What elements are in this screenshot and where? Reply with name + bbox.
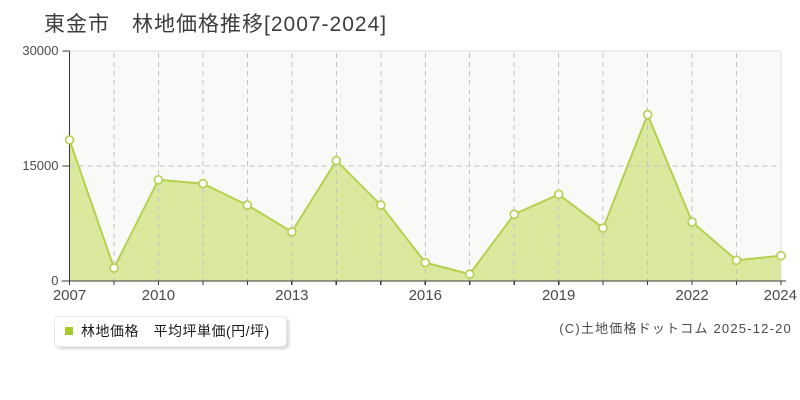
data-point-marker [153, 175, 164, 185]
x-axis-label: 2007 [53, 287, 86, 304]
copyright-note: (C)土地価格ドットコム 2025-12-20 [559, 321, 792, 336]
data-point-marker [286, 227, 297, 237]
y-axis-label: 15000 [22, 158, 58, 173]
data-point-marker [509, 209, 520, 220]
data-point-marker [64, 135, 75, 145]
x-axis-label: 2024 [764, 287, 797, 304]
x-axis-label: 2013 [275, 287, 308, 304]
data-point-marker [375, 200, 386, 210]
legend-label: 林地価格 平均坪単価(円/坪) [81, 323, 270, 339]
x-axis-label: 2010 [142, 287, 175, 304]
legend: 林地価格 平均坪単価(円/坪) [54, 316, 287, 347]
data-point-marker [731, 255, 742, 266]
y-axis-label: 30000 [22, 43, 58, 58]
x-axis-label: 2016 [409, 287, 442, 304]
legend-color-swatch [65, 327, 73, 335]
chart-title: 東金市 林地価格推移[2007-2024] [44, 13, 388, 36]
data-point-marker [198, 178, 208, 189]
data-point-marker [464, 269, 475, 279]
data-point-marker [420, 257, 431, 268]
x-axis-label: 2022 [675, 287, 708, 304]
data-point-marker [553, 189, 564, 200]
data-point-marker [242, 200, 253, 210]
x-axis-label: 2019 [542, 287, 575, 304]
y-axis-label: 0 [51, 273, 58, 288]
area-fill [69, 114, 781, 281]
data-point-marker [642, 109, 653, 120]
data-point-marker [687, 217, 697, 227]
data-point-marker [598, 223, 608, 233]
data-point-marker [776, 250, 786, 261]
data-point-marker [109, 263, 119, 273]
data-point-marker [331, 155, 342, 166]
